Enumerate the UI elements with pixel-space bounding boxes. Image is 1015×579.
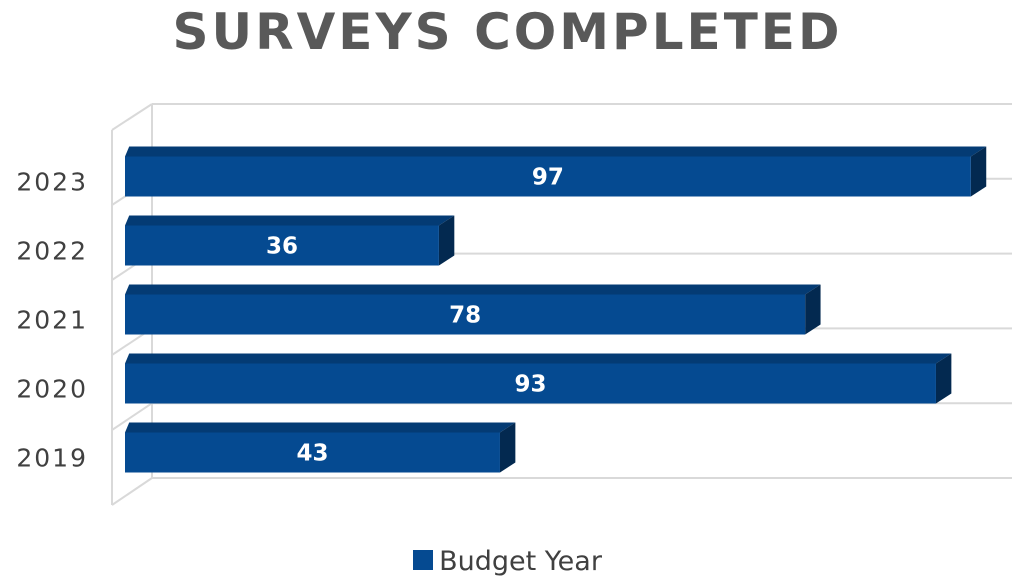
gridline-depth — [111, 477, 153, 506]
data-label-2019: 43 — [296, 441, 328, 467]
chart-legend: Budget Year — [0, 545, 1015, 579]
bar-2023 — [125, 146, 987, 197]
tick-label-2023: 2023 — [16, 168, 88, 197]
bar-side-2023 — [970, 146, 987, 197]
bar-top-2020 — [125, 353, 952, 364]
bar-2022 — [125, 215, 455, 266]
bar-top-2023 — [125, 146, 987, 157]
bar-2021 — [125, 284, 821, 335]
bar-front-2023 — [125, 156, 971, 197]
bar-front-2021 — [125, 294, 806, 335]
legend-swatch-budget-year — [413, 549, 434, 570]
gridline-depth — [111, 402, 153, 431]
bar-top-2022 — [125, 215, 455, 226]
data-label-2022: 36 — [266, 234, 298, 260]
bar-top-2019 — [125, 422, 516, 433]
tick-label-2022: 2022 — [16, 237, 88, 266]
chart-title: SURVEYS COMPLETED — [172, 3, 843, 61]
bar-side-2020 — [935, 353, 952, 404]
bar-top-2021 — [125, 284, 821, 295]
bar-front-2022 — [125, 225, 439, 266]
bar-side-2019 — [499, 422, 516, 473]
legend-label-budget-year: Budget Year — [439, 546, 602, 577]
tick-label-2020: 2020 — [16, 375, 88, 404]
data-label-2020: 93 — [514, 372, 546, 398]
data-label-2021: 78 — [449, 303, 481, 329]
data-label-2023: 97 — [532, 165, 564, 191]
bar-front-2019 — [125, 432, 500, 473]
bar-side-2022 — [438, 215, 455, 266]
bar-front-2020 — [125, 363, 936, 404]
bar-2019 — [125, 422, 516, 473]
chart-bars — [125, 146, 987, 473]
bar-2020 — [125, 353, 952, 404]
tick-label-2021: 2021 — [16, 306, 88, 335]
chart-labels: 43 2019 93 2020 78 2021 36 2022 97 2023 — [16, 165, 564, 473]
gridline-depth — [111, 103, 153, 131]
tick-label-2019: 2019 — [16, 444, 88, 473]
bar-side-2021 — [805, 284, 821, 335]
